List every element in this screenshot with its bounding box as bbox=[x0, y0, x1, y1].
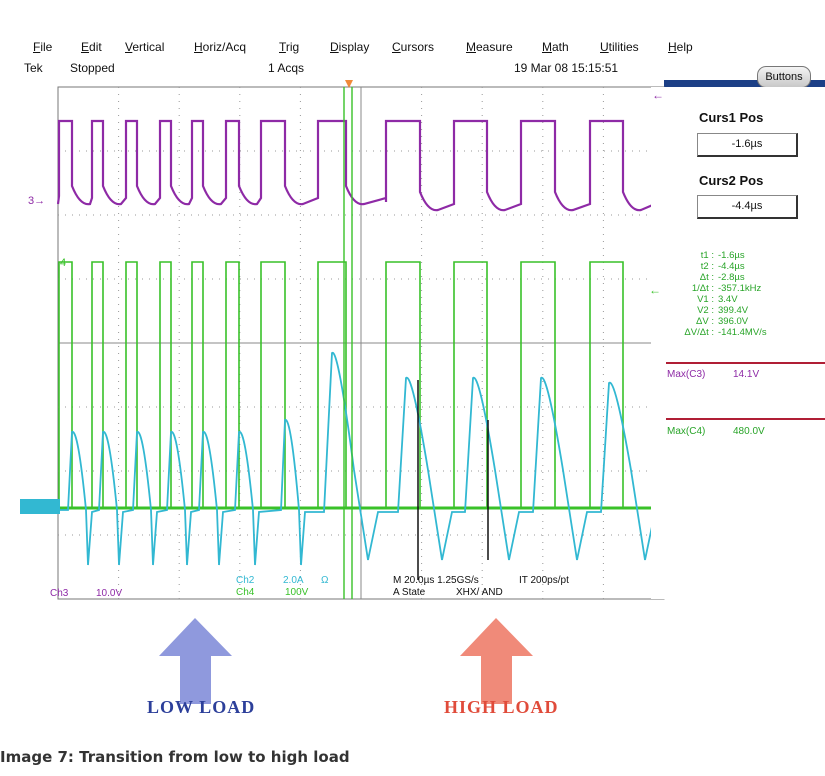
readout-freq-label: 1/Δt : bbox=[691, 283, 714, 294]
ch3-label: Ch3 bbox=[50, 588, 69, 599]
curs2-pos-title: Curs2 Pos bbox=[699, 173, 764, 188]
ch4-offscreen-arrow-icon: ← bbox=[649, 283, 661, 297]
ch2-trace bbox=[58, 351, 664, 566]
menu-help[interactable]: Help bbox=[668, 40, 693, 54]
math2-divider bbox=[666, 418, 825, 420]
readout-slope-label: ΔV/Δt : bbox=[684, 327, 714, 338]
math2-value: 480.0V bbox=[733, 426, 765, 437]
readout-t2-value: -4.4µs bbox=[718, 261, 745, 272]
ch2-label: Ch2 bbox=[236, 575, 255, 586]
high-load-arrow-icon bbox=[460, 618, 533, 704]
readout-v1-value: 3.4V bbox=[718, 294, 738, 305]
trigger-condition: XHX/ AND bbox=[456, 587, 503, 598]
panel-gutter bbox=[651, 87, 665, 599]
menu-utilities[interactable]: Utilities bbox=[600, 40, 639, 54]
readout-dv-label: ΔV : bbox=[696, 316, 714, 327]
readout-freq-value: -357.1kHz bbox=[718, 283, 762, 294]
menu-math[interactable]: Math bbox=[542, 40, 569, 54]
ohm-icon: Ω bbox=[321, 575, 329, 586]
ch4-label: Ch4 bbox=[236, 587, 255, 598]
curs1-pos-title: Curs1 Pos bbox=[699, 110, 764, 125]
curs2-pos-field[interactable]: -4.4µs bbox=[697, 195, 798, 219]
waveform-display: 3→ 4 bbox=[20, 80, 683, 600]
acquisition-count: 1 Acqs bbox=[268, 61, 305, 75]
ch2-ground-marker bbox=[20, 499, 60, 514]
curs1-pos-field[interactable]: -1.6µs bbox=[697, 133, 798, 157]
menu-trig[interactable]: Trig bbox=[279, 40, 300, 54]
math1-value: 14.1V bbox=[733, 369, 760, 380]
readout-dv-value: 396.0V bbox=[718, 316, 749, 327]
timebase-readout: M 20.0µs 1.25GS/s bbox=[393, 575, 479, 586]
waveform-traces: 3→ 4 bbox=[20, 80, 683, 599]
readout-t2-label: t2 : bbox=[700, 261, 714, 272]
ch3-offscreen-arrow-icon: ← bbox=[652, 88, 664, 102]
readout-t1-label: t1 : bbox=[700, 250, 714, 261]
menu-file[interactable]: File bbox=[33, 40, 53, 54]
ch3-level-marker: 3→ bbox=[28, 195, 45, 207]
panel-header-bar bbox=[664, 80, 825, 87]
trigger-position-icon bbox=[345, 80, 353, 88]
ch3-scale: 10.0V bbox=[96, 588, 123, 599]
acquisition-state: Stopped bbox=[70, 61, 115, 75]
menu-measure[interactable]: Measure bbox=[466, 40, 513, 54]
readout-v2-label: V2 : bbox=[697, 305, 714, 316]
math1-label: Max(C3) bbox=[667, 369, 706, 380]
menu-display[interactable]: Display bbox=[330, 40, 370, 54]
buttons-button[interactable]: Buttons bbox=[757, 66, 811, 88]
menu-vertical[interactable]: Vertical bbox=[125, 40, 165, 54]
math2-label: Max(C4) bbox=[667, 426, 706, 437]
trigger-type: A State bbox=[393, 587, 426, 598]
menu-bar: File Edit Vertical Horiz/Acq Trig Displa… bbox=[0, 0, 825, 58]
low-load-arrow-icon bbox=[159, 618, 232, 704]
menu-cursors[interactable]: Cursors bbox=[392, 40, 435, 54]
right-control-panel bbox=[664, 87, 825, 599]
low-load-label: LOW LOAD bbox=[147, 697, 256, 717]
menu-horiz-acq[interactable]: Horiz/Acq bbox=[194, 40, 247, 54]
ch2-scale: 2.0A bbox=[283, 575, 304, 586]
ch3-trace bbox=[56, 119, 683, 212]
resolution-readout: IT 200ps/pt bbox=[519, 575, 569, 586]
high-load-label: HIGH LOAD bbox=[444, 697, 559, 717]
readout-v1-label: V1 : bbox=[697, 294, 714, 305]
figure-caption: Image 7: Transition from low to high loa… bbox=[0, 748, 350, 766]
readout-slope-value: -141.4MV/s bbox=[718, 327, 767, 338]
date-time: 19 Mar 08 15:15:51 bbox=[514, 61, 619, 75]
readout-t1-value: -1.6µs bbox=[718, 250, 745, 261]
readout-v2-value: 399.4V bbox=[718, 305, 749, 316]
menu-edit[interactable]: Edit bbox=[81, 40, 102, 54]
brand-label: Tek bbox=[24, 61, 43, 75]
ch4-level-marker: 4 bbox=[60, 257, 66, 269]
math1-divider bbox=[666, 362, 825, 364]
ch4-scale: 100V bbox=[285, 587, 309, 598]
annotation-layer bbox=[159, 618, 533, 704]
readout-dt-label: Δt : bbox=[699, 272, 714, 283]
readout-dt-value: -2.8µs bbox=[718, 272, 745, 283]
